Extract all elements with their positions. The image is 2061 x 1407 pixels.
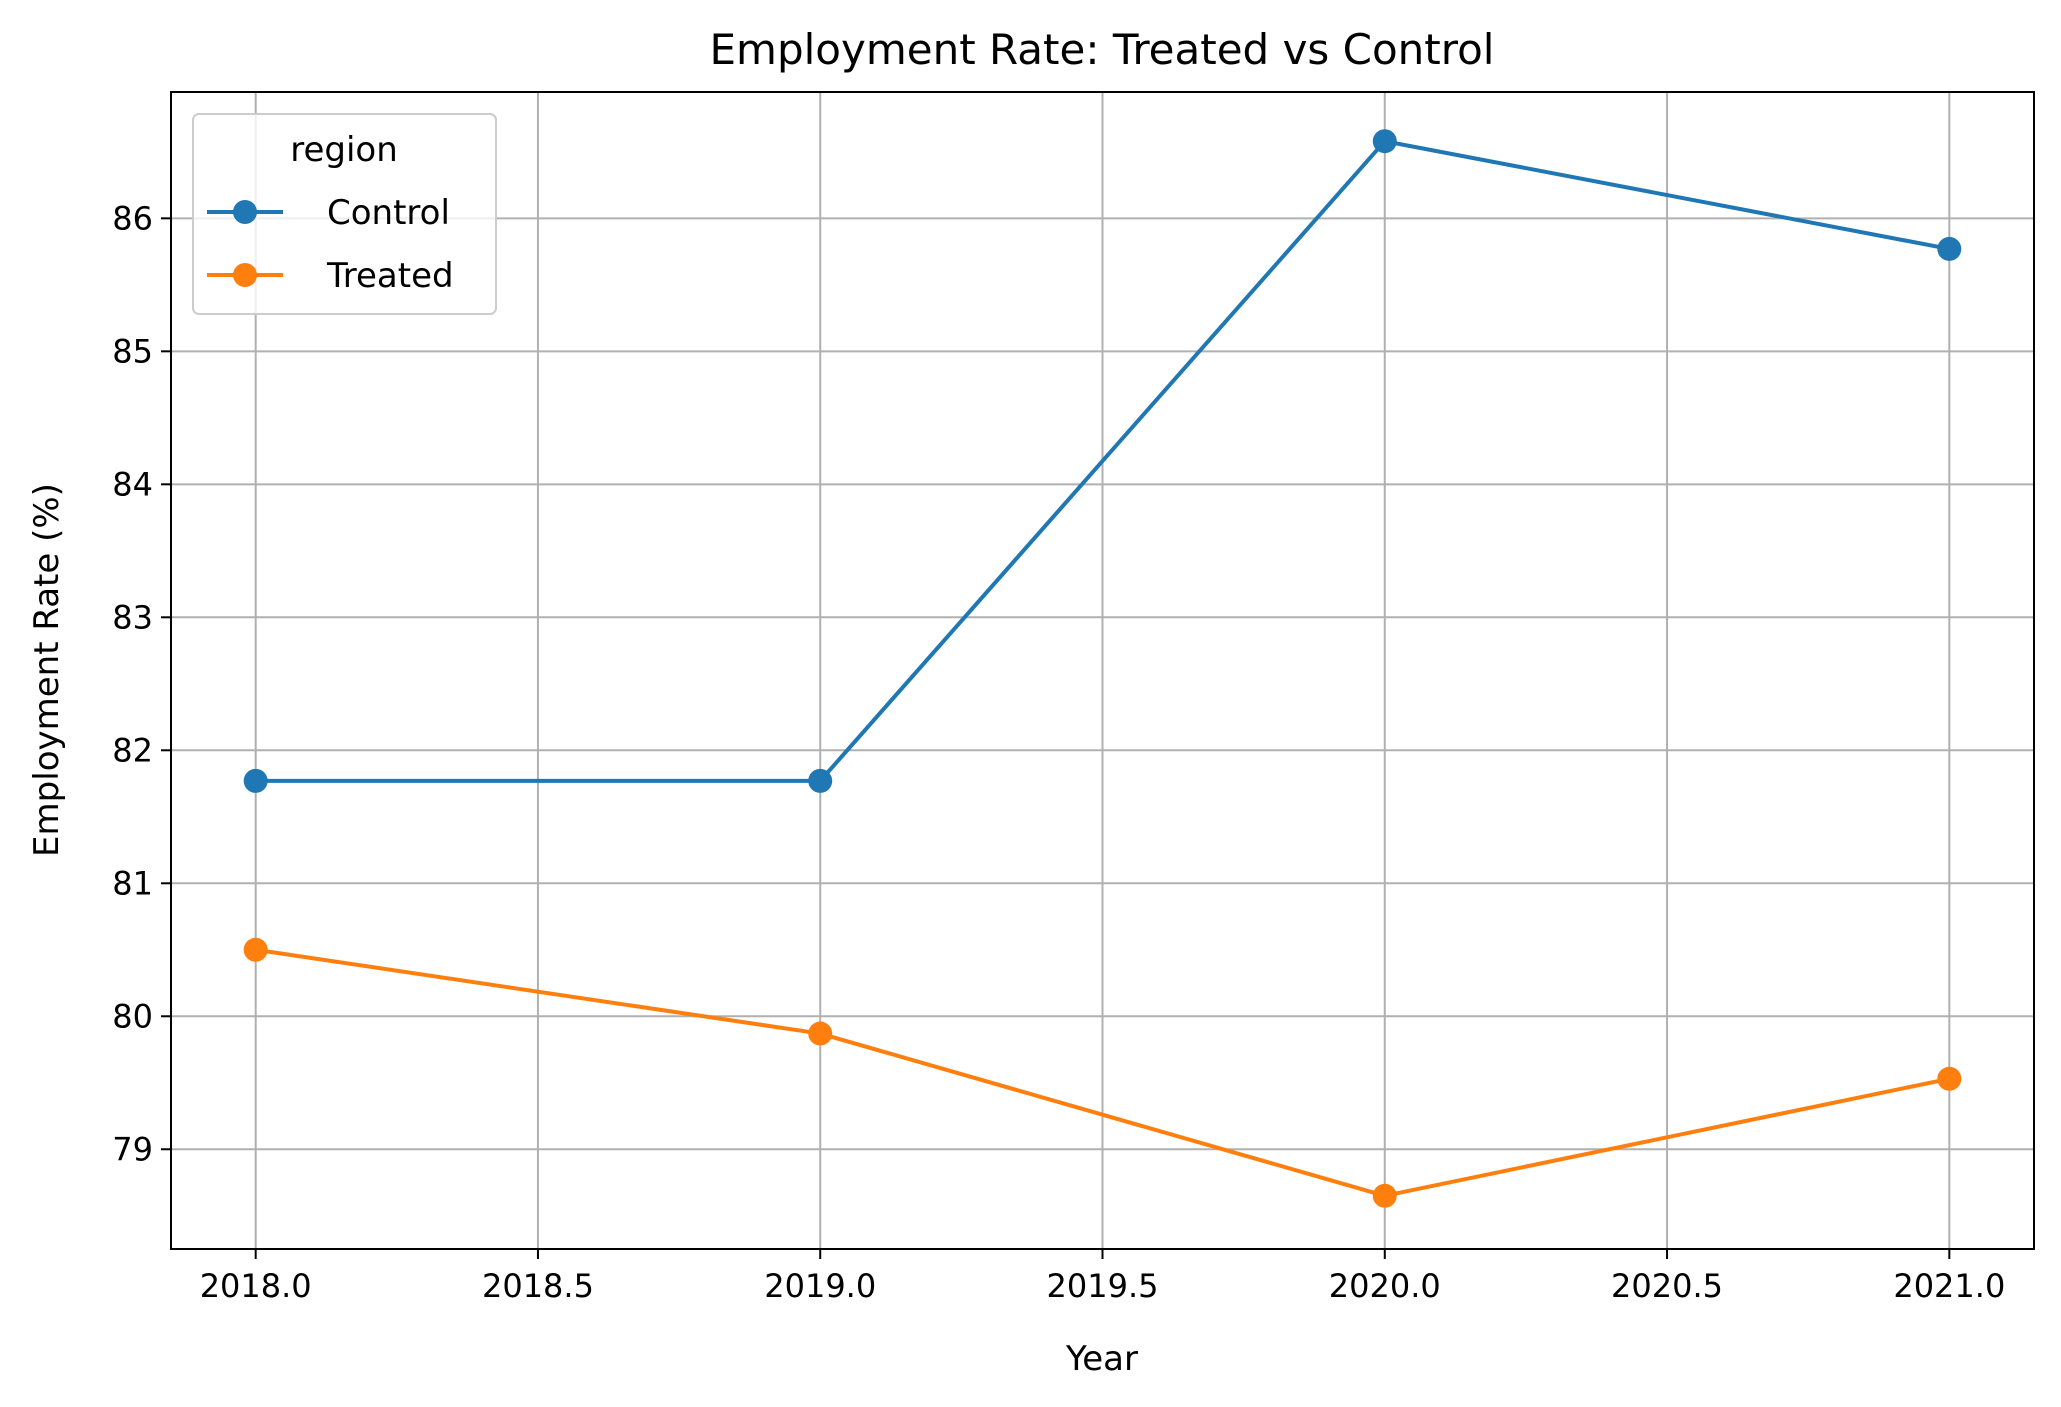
y-axis: 79 80 81 82 83 84 85 86 [112,199,171,1168]
x-axis: 2018.0 2018.5 2019.0 2019.5 2020.0 2020.5 2021… [200,1249,2005,1305]
data-point-treated [808,1021,833,1046]
y-tick-label: 84 [112,465,153,503]
y-axis-label: Employment Rate (%) [27,483,67,857]
y-tick-label: 79 [112,1130,153,1168]
series-line-control [255,139,1950,783]
legend-title: region [290,130,398,170]
chart-title: Employment Rate: Treated vs Control [710,25,1495,74]
data-point-control [1937,236,1962,261]
x-axis-label: Year [1065,1339,1138,1379]
legend-label-control: Control [327,193,450,233]
series-line-treated [255,947,1950,1198]
grid [171,92,2034,1249]
legend: region Control Treated [192,113,497,315]
data-point-treated [243,937,268,962]
y-tick-label: 81 [112,864,153,902]
legend-box [192,113,497,315]
x-tick-label: 2019.5 [1047,1267,1159,1305]
y-tick-label: 83 [112,598,153,636]
legend-marker-treated [233,263,257,287]
data-point-treated [1372,1183,1397,1208]
y-tick-label: 80 [112,997,153,1035]
legend-marker-control [233,200,257,224]
x-tick-label: 2018.0 [200,1267,312,1305]
data-point-control [1372,129,1397,154]
x-tick-label: 2020.5 [1611,1267,1723,1305]
y-tick-label: 85 [112,332,153,370]
y-tick-label: 86 [112,199,153,237]
legend-label-treated: Treated [326,256,454,296]
x-tick-label: 2019.0 [764,1267,876,1305]
x-tick-label: 2021.0 [1893,1267,2005,1305]
x-tick-label: 2020.0 [1329,1267,1441,1305]
data-point-treated [1937,1066,1962,1091]
data-point-control [243,768,268,793]
y-tick-label: 82 [112,731,153,769]
data-point-control [808,768,833,793]
series-layer [243,129,1962,1208]
x-tick-label: 2018.5 [482,1267,594,1305]
